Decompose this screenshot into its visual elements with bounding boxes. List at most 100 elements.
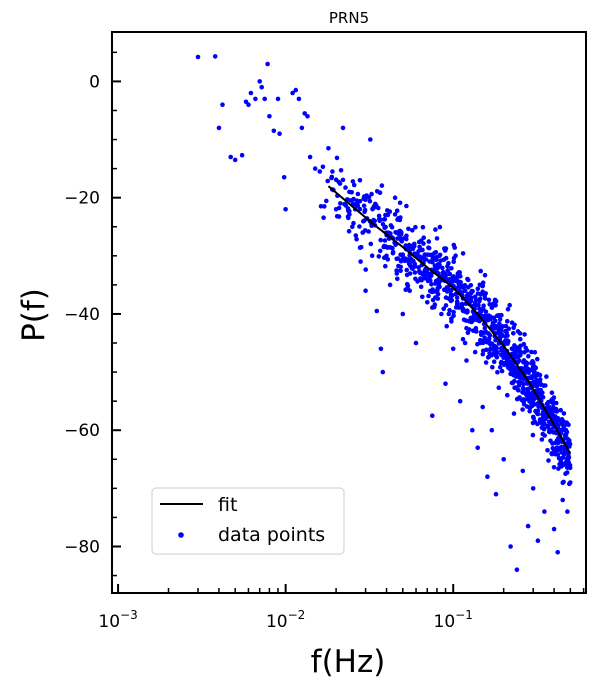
data-point xyxy=(336,214,342,219)
data-point xyxy=(519,375,524,381)
data-point xyxy=(427,259,432,264)
data-point xyxy=(499,312,504,318)
data-point xyxy=(358,244,364,250)
data-point xyxy=(549,390,555,396)
data-point xyxy=(470,427,475,433)
data-point xyxy=(482,325,488,331)
data-point xyxy=(477,306,482,312)
data-point xyxy=(357,178,363,183)
data-point xyxy=(195,54,201,60)
data-point xyxy=(361,219,366,224)
data-point xyxy=(561,411,567,416)
data-point xyxy=(565,465,570,470)
data-point xyxy=(528,367,533,373)
data-point xyxy=(486,297,492,303)
data-point xyxy=(212,54,218,59)
data-point xyxy=(318,204,324,209)
data-point xyxy=(440,270,446,276)
data-point xyxy=(426,277,431,283)
data-point xyxy=(508,366,513,372)
data-point xyxy=(371,217,376,223)
data-point xyxy=(434,236,440,241)
data-point xyxy=(380,369,386,375)
x-tick-label: 10−3 xyxy=(98,608,137,632)
data-point xyxy=(443,381,448,387)
data-point xyxy=(367,198,373,204)
data-point xyxy=(449,316,454,322)
data-point xyxy=(480,404,486,410)
data-point xyxy=(553,452,558,457)
data-point xyxy=(449,266,454,271)
data-point xyxy=(566,441,571,447)
data-point xyxy=(475,291,481,296)
data-point xyxy=(470,289,475,294)
x-tick-label: 10−1 xyxy=(434,608,473,632)
data-point xyxy=(545,405,550,411)
axes: 0 −20 −40 −60 −80 10−3 10−2 10−1 xyxy=(64,31,587,632)
y-tick-label: −40 xyxy=(64,305,100,325)
data-point xyxy=(325,178,331,184)
data-point xyxy=(457,281,463,286)
data-point xyxy=(232,157,238,163)
data-point xyxy=(267,114,272,119)
y-tick-label: 0 xyxy=(89,72,100,92)
data-point xyxy=(271,128,277,134)
data-point xyxy=(443,303,449,308)
data-point xyxy=(525,523,531,529)
data-point xyxy=(380,222,386,227)
data-point xyxy=(430,305,435,310)
data-point xyxy=(483,360,489,365)
data-point xyxy=(262,96,268,102)
data-point xyxy=(417,270,423,276)
data-point xyxy=(563,432,569,437)
data-point xyxy=(406,226,411,232)
data-point xyxy=(353,233,359,238)
data-point xyxy=(377,217,383,222)
plot-frame xyxy=(111,31,587,594)
data-point xyxy=(418,284,424,290)
data-point xyxy=(340,125,346,131)
data-point xyxy=(381,243,387,249)
data-point xyxy=(422,252,428,257)
data-point xyxy=(397,200,403,206)
data-point xyxy=(283,207,288,212)
data-point xyxy=(546,458,551,463)
data-point xyxy=(378,346,384,352)
data-point xyxy=(442,248,448,253)
data-point xyxy=(454,295,460,301)
data-point xyxy=(302,111,308,116)
data-point xyxy=(514,567,520,572)
data-point xyxy=(426,293,431,299)
data-point xyxy=(511,325,516,331)
data-point xyxy=(374,189,380,194)
data-point xyxy=(549,451,555,457)
data-point xyxy=(499,368,505,374)
data-point xyxy=(563,427,569,433)
data-point xyxy=(368,241,374,247)
data-point xyxy=(296,96,302,102)
data-point xyxy=(541,426,546,431)
data-point xyxy=(368,137,373,142)
data-point xyxy=(554,400,559,406)
data-point xyxy=(503,334,508,339)
data-point xyxy=(257,79,263,84)
data-point xyxy=(559,444,564,450)
data-point xyxy=(509,320,515,326)
data-point xyxy=(494,313,500,319)
data-point xyxy=(454,301,460,307)
data-point xyxy=(448,294,454,299)
data-point xyxy=(340,177,346,183)
data-point xyxy=(406,242,412,248)
legend-fit-label: fit xyxy=(218,494,237,516)
data-point xyxy=(420,294,425,300)
data-point xyxy=(338,201,343,206)
x-tick-label: 10−2 xyxy=(266,608,305,632)
data-point xyxy=(248,90,254,96)
data-point xyxy=(387,209,393,214)
data-point xyxy=(508,371,513,377)
data-point xyxy=(383,212,388,218)
data-point xyxy=(424,268,430,274)
data-point xyxy=(504,356,510,362)
data-point xyxy=(437,224,443,230)
data-point xyxy=(290,90,295,96)
